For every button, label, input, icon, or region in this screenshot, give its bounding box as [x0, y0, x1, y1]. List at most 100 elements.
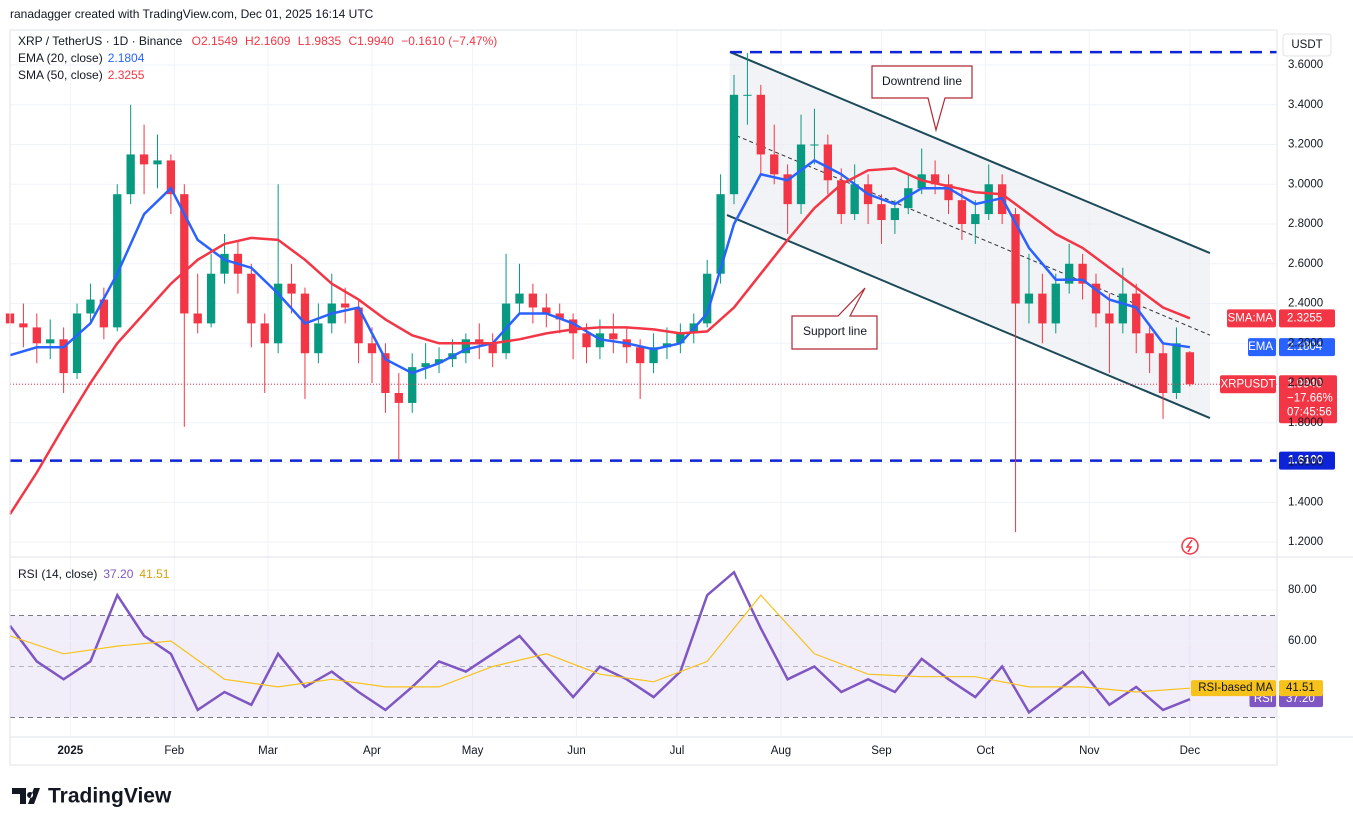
logo[interactable]: TradingView	[12, 785, 172, 808]
trendline	[729, 132, 1211, 336]
candle-body	[193, 313, 202, 324]
tag-name-box	[1227, 309, 1276, 328]
y-tick-label: 2.4000	[1288, 298, 1323, 310]
callout: Downtrend line	[871, 65, 973, 133]
candle-body	[394, 392, 403, 403]
value: 2.1804	[108, 51, 145, 65]
ma-line	[8, 167, 1191, 515]
candle-body	[528, 293, 538, 308]
candle-body	[823, 144, 833, 181]
ohlc: C1.9940	[348, 34, 394, 48]
candle-body	[944, 184, 953, 201]
value: 41.51	[139, 567, 169, 581]
sma-legend[interactable]: SMA (50, close) 2.3255	[18, 68, 145, 82]
y-tick-label: 1.6000	[1288, 457, 1323, 469]
level-tag	[1279, 451, 1335, 470]
tag-value-box	[1279, 375, 1337, 424]
tag-value: 07:45:56	[1287, 406, 1332, 418]
candle-body	[72, 313, 82, 374]
candle-body	[984, 184, 993, 215]
tag-name: EMA	[1248, 341, 1273, 353]
x-tick-label: Jun	[567, 745, 586, 757]
symbol-legend[interactable]: XRP / TetherUS · 1D · Binance O2.1549 H2…	[18, 34, 497, 48]
x-tick-label: Dec	[1180, 745, 1201, 757]
candle-body	[408, 367, 417, 403]
candle-body	[770, 154, 779, 175]
unit: USDT	[1291, 39, 1322, 51]
y-tick-label: 2.8000	[1288, 218, 1323, 230]
rsi-legend[interactable]: RSI (14, close) 37.20 41.51	[18, 567, 170, 581]
x-tick-label: 2025	[58, 745, 84, 757]
candle-body	[568, 319, 578, 334]
unit-box[interactable]	[1282, 33, 1332, 57]
y-tick-label: 2.0000	[1288, 377, 1323, 389]
tag-value: 41.51	[1286, 682, 1315, 694]
y-tick-label: 3.4000	[1288, 99, 1323, 111]
candle-body	[461, 339, 471, 354]
tag-value: 2.1804	[1287, 341, 1323, 353]
x-tick-label: Oct	[976, 745, 995, 757]
candle-body	[890, 208, 900, 221]
x-tick-label: Aug	[771, 745, 791, 757]
ema-legend[interactable]: EMA (20, close) 2.1804	[18, 51, 145, 65]
candle-body	[649, 347, 658, 364]
candle-body	[19, 323, 28, 328]
channel-fill	[726, 52, 1210, 419]
candle-body	[247, 273, 256, 324]
logo-mark	[12, 788, 40, 804]
candle-body	[930, 174, 940, 185]
candle-body	[180, 194, 189, 314]
tag-name: XRPUSDT	[1221, 378, 1276, 390]
candle-body	[1118, 293, 1127, 324]
candle-body	[783, 174, 792, 205]
candle-body	[434, 359, 444, 364]
candle-body	[635, 347, 645, 364]
ma-line	[9, 158, 1191, 375]
rsi-line	[9, 570, 1191, 715]
candle-body	[1011, 214, 1020, 304]
tag-value: 1.9940	[1287, 378, 1322, 390]
name: RSI (14, close)	[18, 567, 97, 581]
y-tick-label: 2.6000	[1288, 258, 1323, 270]
candle-body	[341, 303, 350, 308]
candle-body	[1105, 313, 1114, 324]
candle-body	[488, 343, 497, 354]
tag-name-box	[1220, 375, 1276, 394]
tag-value-box	[1279, 338, 1335, 357]
y-tick-label: 1.2000	[1288, 536, 1323, 548]
candle-body	[32, 327, 41, 344]
candle-body	[421, 363, 430, 368]
x-tick-label: May	[462, 745, 484, 757]
tag-name: RSI-based MA	[1198, 682, 1273, 694]
candle-body	[756, 94, 765, 155]
candle-body	[515, 293, 524, 304]
candle-body	[850, 184, 859, 215]
candle-body	[1065, 263, 1074, 284]
candle-body	[743, 94, 752, 96]
name: SMA (50, close)	[18, 68, 103, 82]
candle-body	[166, 160, 176, 195]
candle-body	[99, 299, 109, 328]
candle-body	[1024, 293, 1034, 304]
y-tick-label: 1.8000	[1288, 417, 1323, 429]
candle-body	[475, 339, 484, 344]
candle-body	[582, 333, 591, 348]
candle-body	[113, 194, 122, 328]
candle-body	[381, 353, 390, 393]
candle-body	[86, 299, 95, 314]
candle-body	[810, 144, 819, 146]
logo-text: TradingView	[48, 785, 172, 808]
tag-name-box	[1191, 680, 1276, 697]
candle-body	[703, 273, 712, 324]
tag-name: SMA:MA	[1228, 312, 1274, 324]
alert-icon[interactable]	[1181, 537, 1199, 555]
y-tick-label: 60.00	[1288, 635, 1317, 647]
y-tick-label: 3.2000	[1288, 139, 1323, 151]
candle-body	[354, 307, 363, 344]
candle-body	[1172, 343, 1181, 393]
y-tick-label: 2.2000	[1288, 337, 1323, 349]
tag-value: 37.20	[1286, 693, 1315, 705]
candle-body	[367, 343, 377, 354]
candle-body	[716, 194, 725, 274]
